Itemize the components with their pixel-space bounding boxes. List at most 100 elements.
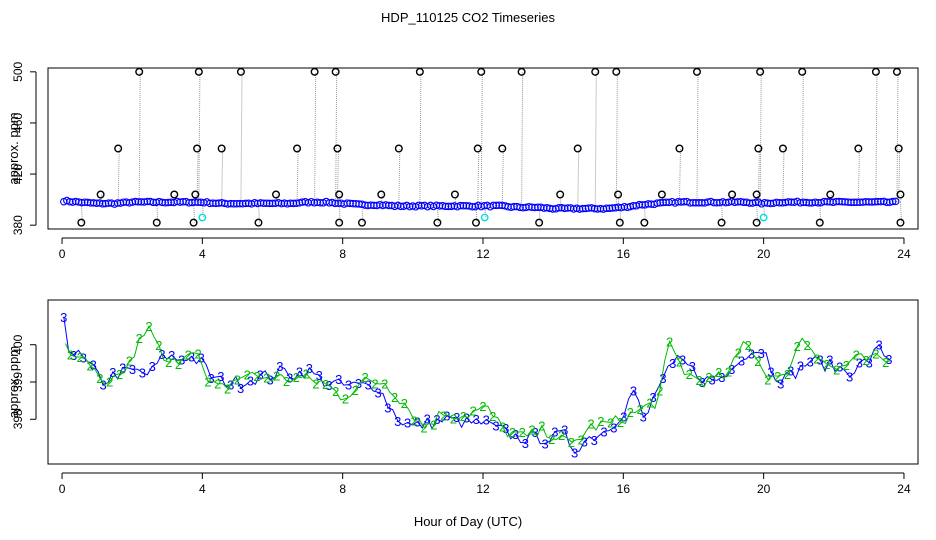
series-2-marker: 2: [381, 376, 388, 391]
series-2-marker: 2: [774, 369, 781, 384]
outlier-low-point: [640, 218, 649, 227]
spike-line: [196, 148, 199, 203]
spike-line: [899, 194, 903, 203]
spike-line: [194, 194, 197, 203]
series-2-marker: 2: [420, 421, 427, 436]
series-3-marker: 3: [374, 385, 381, 400]
outlier-high-point: [894, 144, 903, 153]
series-3-marker: 3: [767, 365, 774, 380]
spike-line: [335, 71, 338, 203]
series-3-marker: 3: [109, 365, 116, 380]
series-3-marker: 3: [581, 434, 588, 449]
series-2-marker: 2: [361, 370, 368, 385]
series-2-marker: 2: [440, 408, 447, 423]
outlier-high-point: [591, 67, 600, 76]
spike-line: [117, 148, 120, 204]
series-3-marker: 3: [129, 362, 136, 377]
series-3-marker: 3: [816, 353, 823, 368]
series-3-marker: 3: [306, 361, 313, 376]
series-2-marker: 2: [322, 377, 329, 392]
series-3-marker: 3: [119, 360, 126, 375]
series-2-marker: 2: [371, 376, 378, 391]
outlier-low-point: [896, 218, 905, 227]
series-3-marker: 3: [149, 359, 156, 374]
series-2-marker: 2: [352, 383, 359, 398]
outlier-high-point: [293, 144, 302, 153]
series-3-marker: 3: [60, 310, 67, 325]
series-3-marker: 3: [99, 378, 106, 393]
calibration-point: [198, 213, 207, 222]
series-2-marker: 2: [332, 384, 339, 399]
outlier-high-point: [573, 144, 582, 153]
series-2-line: [65, 324, 891, 443]
outlier-high-point: [333, 144, 342, 153]
plot-frame: [47, 67, 919, 230]
series-3-marker: 3: [217, 369, 224, 384]
y-tick-label: 399: [11, 372, 25, 392]
series-2-marker: 2: [303, 367, 310, 382]
y-tick-label: 420: [11, 164, 25, 184]
spike-line: [721, 202, 724, 223]
series-3-marker: 3: [237, 381, 244, 396]
spike-line: [731, 194, 734, 203]
spike-line: [480, 71, 483, 207]
x-tick-label: 8: [339, 247, 346, 261]
baseline-point: [891, 197, 900, 206]
series-3-marker: 3: [610, 421, 617, 436]
series-2-marker: 2: [77, 350, 84, 365]
series-3-marker: 3: [866, 356, 873, 371]
spike-line: [899, 202, 903, 223]
outlier-low-point: [535, 218, 544, 227]
series-2-marker: 2: [725, 364, 732, 379]
series-2-marker: 2: [126, 354, 133, 369]
series-2-marker: 2: [106, 375, 113, 390]
series-2-marker: 2: [784, 367, 791, 382]
series-3-marker: 3: [316, 368, 323, 383]
series-2-marker: 2: [273, 369, 280, 384]
outlier-high-point: [450, 190, 459, 199]
series-2-marker: 2: [656, 384, 663, 399]
x-tick-label: 24: [897, 482, 911, 496]
outlier-high-point: [892, 67, 901, 76]
outlier-high-point: [778, 144, 787, 153]
series-3-marker: 3: [758, 346, 765, 361]
series-3-marker: 3: [532, 425, 539, 440]
series-2-marker: 2: [460, 409, 467, 424]
series-3-marker: 3: [826, 353, 833, 368]
y-tick-label: 460: [11, 113, 25, 133]
series-2-marker: 2: [794, 339, 801, 354]
series-2-marker: 2: [558, 428, 565, 443]
spike-line: [198, 71, 201, 203]
spike-line: [398, 148, 401, 207]
series-2-marker: 2: [479, 399, 486, 414]
spike-line: [594, 71, 597, 209]
series-2-marker: 2: [165, 355, 172, 370]
series-3-marker: 3: [483, 413, 490, 428]
series-2-marker: 2: [234, 372, 241, 387]
series-3-marker: 3: [502, 421, 509, 436]
series-2-marker: 2: [548, 432, 555, 447]
outlier-high-point: [614, 190, 623, 199]
outlier-high-point: [756, 67, 765, 76]
series-2-marker: 2: [293, 370, 300, 385]
outlier-high-point: [871, 67, 880, 76]
series-3-marker: 3: [188, 349, 195, 364]
outlier-high-point: [612, 67, 621, 76]
spike-line: [801, 71, 804, 203]
spike-line: [275, 194, 278, 204]
series-3-marker: 3: [885, 352, 892, 367]
spike-line: [759, 71, 762, 204]
series-3-marker: 3: [689, 359, 696, 374]
series-2-marker: 2: [342, 392, 349, 407]
spike-line: [419, 71, 422, 207]
x-tick-label: 16: [617, 247, 631, 261]
y-axis-label: approx. ppm: [6, 112, 21, 184]
series-3-marker: 3: [620, 409, 627, 424]
calibration-point: [759, 213, 768, 222]
series-3-marker: 3: [512, 427, 519, 442]
series-2-marker: 2: [253, 369, 260, 384]
series-3-marker: 3: [561, 423, 568, 438]
series-2-marker: 2: [607, 415, 614, 430]
series-2-marker: 2: [568, 435, 575, 450]
